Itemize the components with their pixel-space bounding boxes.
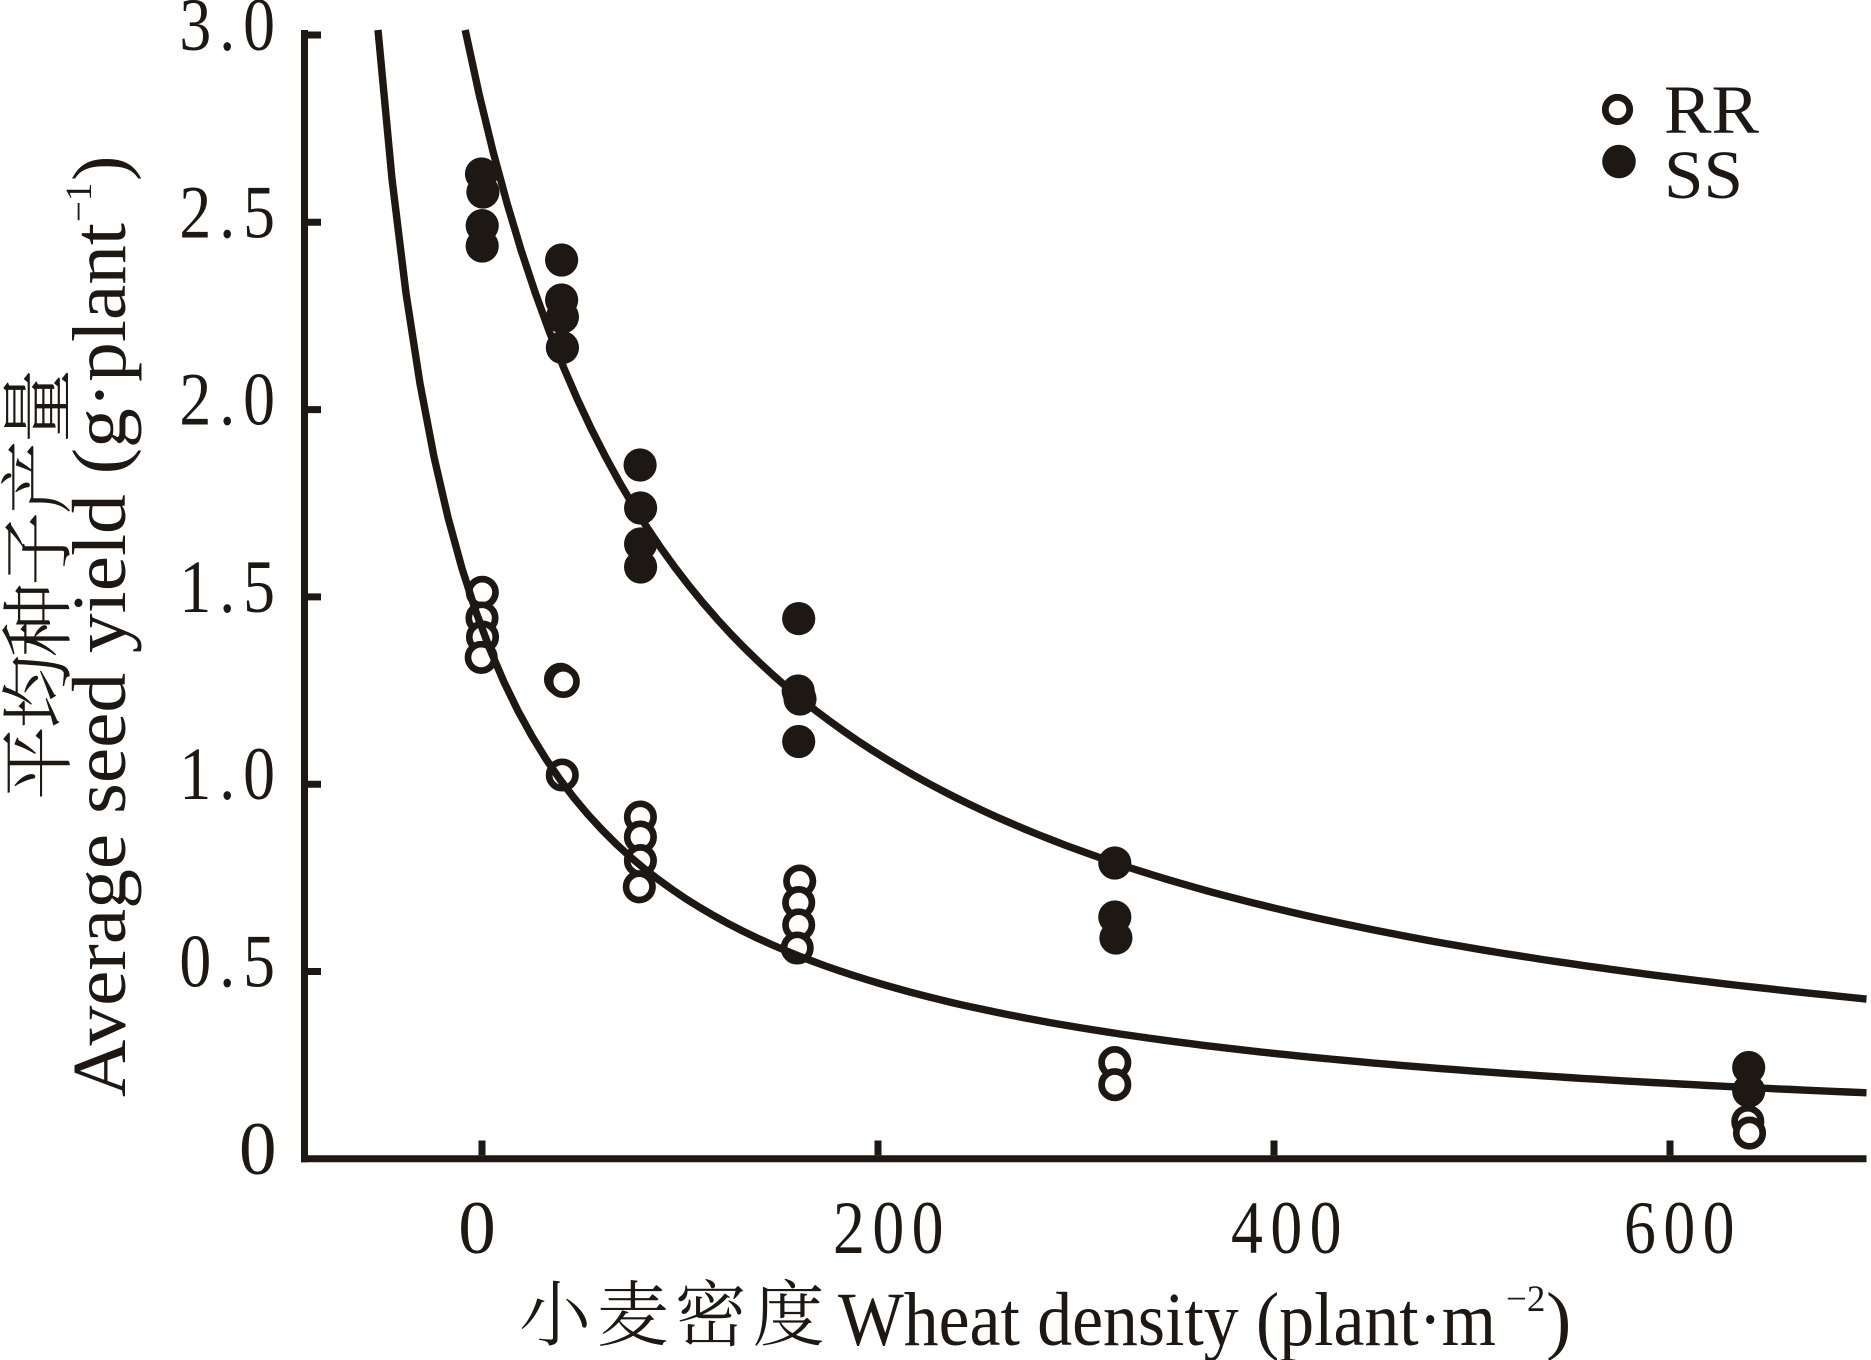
svg-text:RR: RR — [1664, 72, 1759, 148]
svg-text:0.5: 0.5 — [179, 921, 283, 1004]
svg-text:200: 200 — [833, 1187, 951, 1270]
svg-text:1.5: 1.5 — [179, 546, 283, 629]
svg-text:600: 600 — [1624, 1187, 1742, 1270]
svg-text:): ) — [1546, 1278, 1571, 1360]
svg-text:0: 0 — [458, 1187, 496, 1270]
svg-text:Wheat density (plant·m: Wheat density (plant·m — [838, 1278, 1496, 1360]
svg-text:): ) — [58, 156, 142, 181]
svg-text:SS: SS — [1664, 137, 1743, 213]
svg-text:2.0: 2.0 — [179, 359, 283, 442]
svg-text:−1: −1 — [59, 183, 100, 222]
svg-text:−2: −2 — [1506, 1279, 1545, 1320]
svg-text:2.5: 2.5 — [179, 172, 283, 255]
svg-text:1.0: 1.0 — [179, 733, 283, 816]
svg-text:400: 400 — [1231, 1187, 1349, 1270]
svg-text:3.0: 3.0 — [179, 0, 283, 67]
svg-text:Average seed yield (g·plant: Average seed yield (g·plant — [58, 223, 142, 1097]
svg-text:0: 0 — [239, 1108, 277, 1191]
